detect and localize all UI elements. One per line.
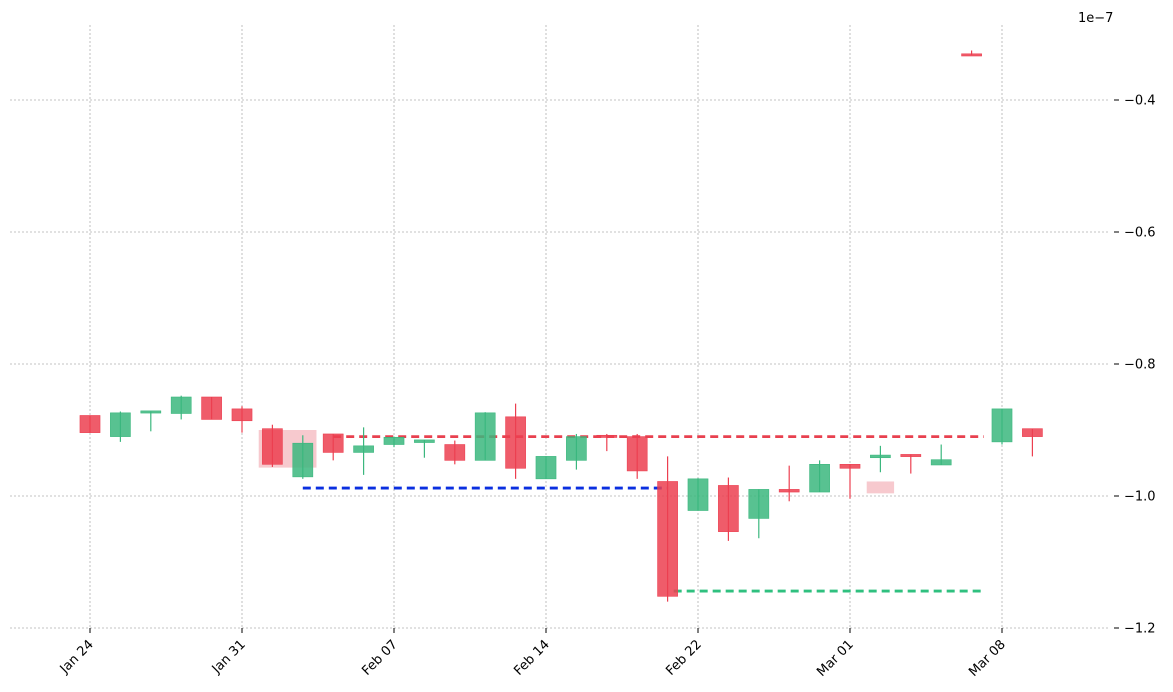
candle bbox=[1022, 428, 1043, 457]
level-lines bbox=[302, 435, 984, 593]
candle-body bbox=[566, 436, 587, 461]
x-axis: Jan 24 Jan 31 Feb 07 Feb 14 Feb 22 Mar 01 Mar … bbox=[57, 628, 1009, 680]
y-tick-label: −0.4 bbox=[1124, 94, 1156, 109]
highlight-zone bbox=[866, 481, 895, 494]
candle-body bbox=[383, 436, 405, 445]
y-axis: −0.4 −0.6 −0.8 −1.0 −1.2 bbox=[1114, 94, 1156, 637]
x-tick-label: Feb 07 bbox=[359, 637, 401, 679]
x-tick-label: Feb 22 bbox=[663, 637, 705, 679]
candle bbox=[322, 433, 344, 461]
candle bbox=[900, 454, 922, 474]
candle bbox=[687, 478, 709, 511]
candle-body bbox=[353, 445, 374, 453]
candle bbox=[961, 50, 982, 57]
candle bbox=[262, 424, 283, 467]
candle bbox=[718, 477, 739, 541]
candle bbox=[535, 456, 557, 480]
candle-body bbox=[839, 464, 861, 469]
candles bbox=[79, 50, 1043, 602]
x-tick-label: Jan 31 bbox=[209, 637, 249, 677]
candle bbox=[201, 396, 222, 420]
candle bbox=[566, 433, 587, 470]
grid bbox=[10, 25, 1110, 629]
candle-body bbox=[170, 396, 192, 414]
candle-body bbox=[292, 442, 314, 478]
candle bbox=[474, 412, 496, 461]
candle-body bbox=[201, 396, 222, 420]
candle bbox=[231, 406, 253, 433]
candle-body bbox=[535, 456, 557, 480]
candle-body bbox=[444, 444, 466, 461]
candle bbox=[505, 403, 526, 479]
candle-body bbox=[474, 412, 496, 461]
candle bbox=[748, 489, 770, 539]
x-tick-label: Jan 24 bbox=[57, 637, 97, 677]
y-tick-label: −0.8 bbox=[1124, 358, 1156, 373]
x-tick-label: Feb 14 bbox=[511, 637, 553, 679]
candle bbox=[870, 445, 891, 473]
candle-body bbox=[809, 464, 830, 493]
candle-body bbox=[961, 53, 982, 57]
candle-body bbox=[110, 412, 131, 437]
candle bbox=[839, 464, 861, 499]
candle bbox=[778, 465, 800, 502]
candle bbox=[626, 433, 648, 479]
candle-body bbox=[778, 489, 800, 493]
candle bbox=[170, 395, 192, 420]
candle-body bbox=[930, 459, 952, 466]
candle-body bbox=[262, 428, 283, 465]
candle bbox=[930, 444, 952, 466]
candle bbox=[414, 439, 435, 458]
candle bbox=[596, 433, 618, 452]
candle-body bbox=[596, 434, 618, 438]
candle-body bbox=[748, 489, 770, 519]
candle bbox=[991, 408, 1013, 445]
candle-body bbox=[657, 481, 678, 597]
candle bbox=[140, 410, 162, 432]
candle bbox=[79, 415, 101, 433]
y-tick-label: −1.2 bbox=[1124, 622, 1156, 637]
x-tick-label: Mar 01 bbox=[814, 637, 857, 680]
candle-body bbox=[322, 433, 344, 453]
candle-body bbox=[718, 485, 739, 532]
candle bbox=[292, 435, 314, 479]
candle-body bbox=[687, 478, 709, 511]
candle-body bbox=[1022, 428, 1043, 437]
candle-body bbox=[900, 454, 922, 457]
candle-body bbox=[79, 415, 101, 433]
candle bbox=[110, 411, 131, 442]
candle-body bbox=[505, 416, 526, 469]
y-scale-label: 1e−7 bbox=[1078, 11, 1113, 26]
candle-body bbox=[414, 439, 435, 443]
candle bbox=[383, 436, 405, 448]
x-tick-label: Mar 08 bbox=[966, 637, 1009, 680]
y-tick-label: −1.0 bbox=[1124, 490, 1156, 505]
candle-body bbox=[231, 408, 253, 422]
candle-body bbox=[626, 436, 648, 472]
candle bbox=[444, 440, 466, 465]
candle-body bbox=[870, 454, 891, 459]
candle bbox=[809, 460, 830, 493]
candle bbox=[353, 427, 374, 475]
candle bbox=[657, 456, 678, 602]
candle-body bbox=[140, 410, 162, 414]
y-tick-label: −0.6 bbox=[1124, 226, 1156, 241]
candle-body bbox=[991, 408, 1013, 443]
